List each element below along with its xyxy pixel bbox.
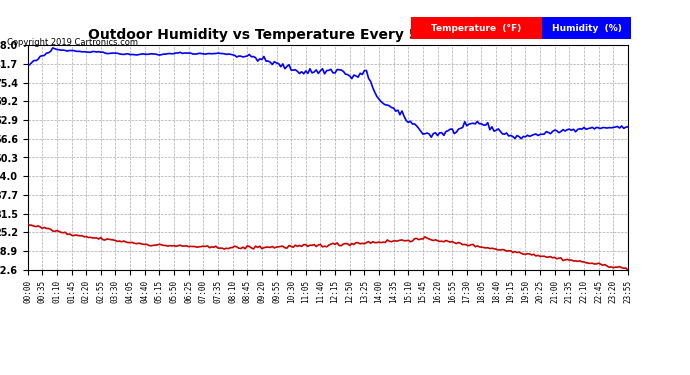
Text: Humidity  (%): Humidity (%) xyxy=(551,24,622,33)
Title: Outdoor Humidity vs Temperature Every 5 Minutes 20191111: Outdoor Humidity vs Temperature Every 5 … xyxy=(88,28,568,42)
Text: Copyright 2019 Cartronics.com: Copyright 2019 Cartronics.com xyxy=(7,38,138,47)
Text: Temperature  (°F): Temperature (°F) xyxy=(431,24,521,33)
